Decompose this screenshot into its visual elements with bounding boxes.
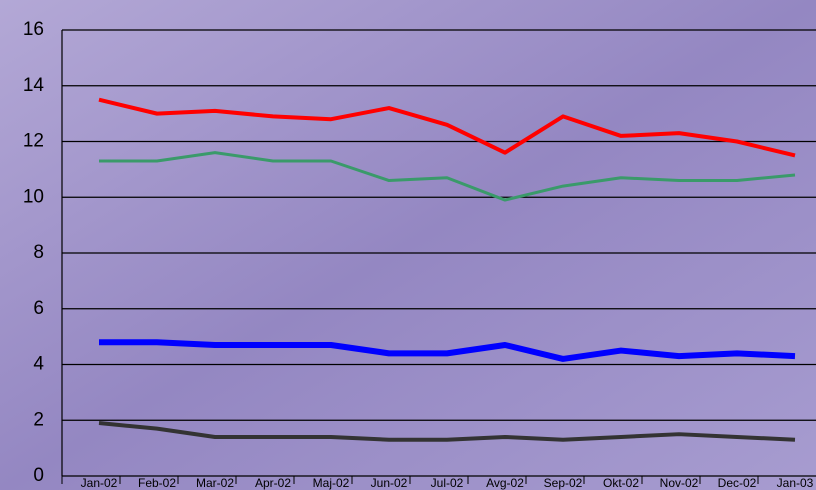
y-tick-label: 10 bbox=[23, 186, 44, 207]
chart: 0 2 4 6 8 10 12 14 16 Jan-02 Feb-02 Mar-02 Apr-02 Maj… bbox=[0, 0, 816, 490]
y-tick-label: 4 bbox=[33, 354, 44, 375]
x-tick-label: Apr-02 bbox=[255, 476, 291, 490]
y-tick-label: 16 bbox=[23, 19, 44, 40]
x-tick-label: Feb-02 bbox=[138, 476, 176, 490]
background bbox=[0, 0, 816, 490]
x-tick-label: Sep-02 bbox=[544, 476, 583, 490]
x-tick-label: Avg-02 bbox=[486, 476, 524, 490]
x-tick-label: Jun-02 bbox=[371, 476, 408, 490]
x-tick-label: Jan-02 bbox=[81, 476, 118, 490]
y-tick-label: 8 bbox=[33, 242, 44, 263]
y-tick-label: 6 bbox=[33, 298, 44, 319]
y-tick-label: 14 bbox=[23, 75, 45, 96]
y-tick-label: 0 bbox=[33, 465, 44, 486]
x-tick-label: Jul-02 bbox=[431, 476, 464, 490]
x-tick-label: Dec-02 bbox=[718, 476, 757, 490]
x-tick-label: Jan-03 bbox=[777, 476, 814, 490]
x-tick-label: Nov-02 bbox=[660, 476, 699, 490]
y-tick-label: 12 bbox=[23, 131, 44, 152]
x-tick-label: Maj-02 bbox=[313, 476, 350, 490]
x-tick-label: Okt-02 bbox=[603, 476, 639, 490]
y-tick-label: 2 bbox=[33, 409, 44, 430]
x-tick-label: Mar-02 bbox=[196, 476, 234, 490]
